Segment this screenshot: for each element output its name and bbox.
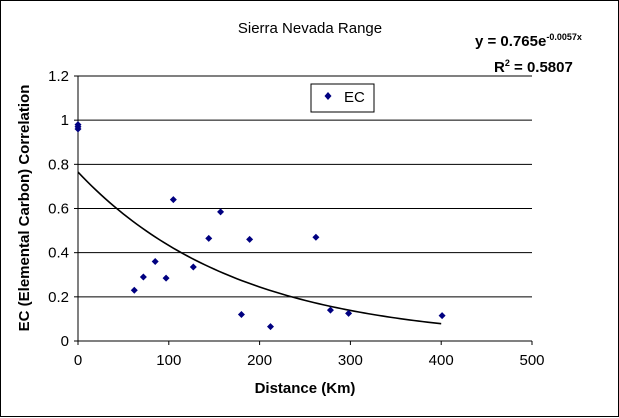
r-squared-value: = 0.5807 [510, 59, 573, 76]
equation-prefix: y = 0.765e [475, 33, 546, 50]
y-tick-label: 0.6 [48, 201, 69, 218]
r-squared-r: R [494, 59, 505, 76]
y-tick-label: 0.2 [48, 289, 69, 306]
trendline [77, 171, 442, 325]
data-point [139, 273, 147, 281]
data-point [189, 263, 197, 271]
y-tick-label: 0 [61, 333, 69, 350]
legend-marker-diamond [324, 92, 332, 100]
r-squared-sup: 2 [505, 58, 510, 68]
tick-marks [74, 75, 533, 345]
data-point [205, 234, 213, 242]
x-tick-labels: 0 100 200 300 400 500 [74, 352, 545, 369]
data-point [312, 233, 320, 241]
data-point [438, 312, 446, 320]
legend: EC [310, 83, 375, 113]
data-point [217, 208, 225, 216]
y-axis-label: EC (Elemental Carbon) Correlation [16, 85, 33, 332]
grid-lines [78, 75, 532, 298]
y-tick-label: 1.2 [48, 68, 69, 85]
data-point [74, 123, 82, 131]
equation-exponent: -0.0057x [546, 32, 582, 42]
legend-box [310, 83, 375, 113]
data-point [151, 258, 159, 265]
data-point [345, 309, 353, 317]
x-tick-label: 0 [74, 352, 82, 369]
data-point [162, 274, 170, 282]
y-tick-label: 0.4 [48, 245, 69, 262]
data-point [246, 235, 254, 243]
x-axis-label: Distance (Km) [255, 380, 356, 397]
data-points [74, 121, 446, 331]
x-tick-label: 200 [247, 352, 272, 369]
chart-title: Sierra Nevada Range [238, 20, 382, 37]
x-tick-label: 100 [156, 352, 181, 369]
trendline-equation: y = 0.765e-0.0057x [475, 32, 582, 50]
y-tick-label: 1 [61, 112, 69, 129]
x-tick-label: 300 [338, 352, 363, 369]
legend-label: EC [344, 89, 365, 106]
y-tick-labels: 0 0.2 0.4 0.6 0.8 1 1.2 [48, 68, 69, 350]
data-point [237, 311, 245, 318]
x-tick-label: 500 [519, 352, 544, 369]
y-tick-label: 0.8 [48, 156, 69, 173]
data-point [326, 306, 334, 314]
r-squared-label: R2 = 0.5807 [494, 58, 573, 76]
data-point [130, 286, 138, 294]
data-point [169, 196, 177, 204]
data-point [266, 323, 274, 331]
x-tick-label: 400 [429, 352, 454, 369]
